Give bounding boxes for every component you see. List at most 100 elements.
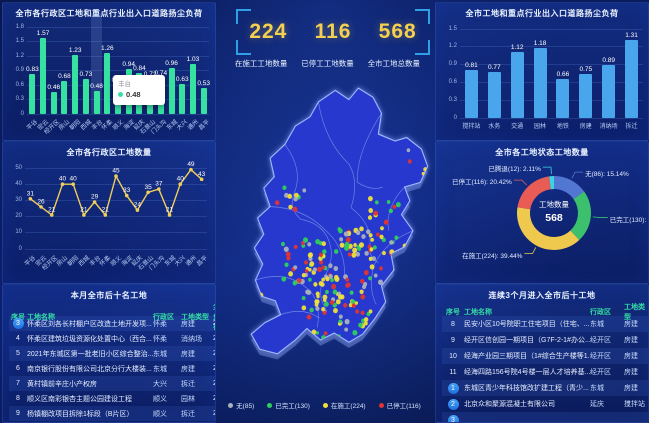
site-dot[interactable] (373, 273, 378, 278)
data-point-房山[interactable] (60, 182, 65, 186)
bar-朝阳[interactable] (72, 54, 79, 114)
site-dot[interactable] (318, 252, 323, 258)
table-row[interactable]: 9 经开区信创园一期项目（G7F-2-1#办公... 经开区 房建 (442, 332, 648, 348)
bar-搅拌站[interactable] (464, 69, 478, 118)
bar-西城[interactable] (82, 78, 89, 114)
site-dot[interactable] (374, 200, 379, 205)
table-row[interactable]: 8 顺义区南彩银杏主题公园建设工程 顺义 园林 2.36 (9, 391, 215, 406)
site-dot[interactable] (375, 232, 380, 237)
site-dot[interactable] (282, 185, 287, 190)
site-dot[interactable] (360, 278, 365, 284)
site-dot[interactable] (406, 148, 411, 153)
bar-大兴[interactable] (179, 83, 186, 114)
site-dot[interactable] (351, 252, 357, 258)
site-dot[interactable] (306, 314, 312, 320)
site-dot[interactable] (366, 229, 371, 235)
site-dot[interactable] (363, 270, 369, 276)
site-dot[interactable] (368, 208, 374, 214)
site-dot[interactable] (324, 301, 329, 307)
site-dot[interactable] (304, 269, 309, 273)
site-dot[interactable] (332, 289, 338, 295)
site-dot[interactable] (344, 327, 349, 332)
donut-slice-已停工(116)[interactable] (517, 176, 551, 210)
table-row[interactable]: 5 2021年东城区第一批老旧小区综合整治...东城 房建 2.39 (9, 346, 215, 361)
site-dot[interactable] (304, 260, 309, 265)
bar-消纳场[interactable] (602, 65, 616, 118)
site-dot[interactable] (315, 238, 321, 245)
site-dot[interactable] (338, 228, 343, 234)
site-dot[interactable] (361, 234, 366, 239)
site-dot[interactable] (293, 244, 298, 249)
site-dot[interactable] (302, 188, 307, 193)
site-dot[interactable] (353, 243, 357, 247)
site-dot[interactable] (301, 273, 306, 278)
data-point-经开区[interactable] (49, 213, 54, 217)
site-dot[interactable] (343, 303, 348, 308)
site-dot[interactable] (368, 276, 372, 281)
table-row[interactable]: 8 民安小区10号院职工住宅项目（住宅、... 东城 房建 (442, 316, 648, 332)
bar-地铁[interactable] (556, 78, 570, 118)
site-dot[interactable] (318, 259, 324, 265)
table-row[interactable]: 10 经海产业园三期项目（1#综合生产楼等1... 经开区 房建 (442, 348, 648, 364)
site-dot[interactable] (407, 159, 412, 164)
site-dot[interactable] (325, 276, 330, 282)
site-dot[interactable] (379, 266, 383, 271)
site-dot[interactable] (323, 331, 328, 336)
site-dot[interactable] (364, 321, 368, 326)
site-dot[interactable] (364, 250, 369, 256)
site-dot[interactable] (329, 300, 335, 305)
table-row[interactable]: 9 杨镇棚改项目拆除1标段（B片区） 顺义 拆迁 2.3 (9, 406, 215, 421)
site-dot[interactable] (379, 234, 384, 240)
site-dot[interactable] (281, 276, 287, 282)
site-dot[interactable] (363, 317, 369, 323)
site-dot[interactable] (288, 271, 294, 277)
site-dot[interactable] (317, 266, 322, 272)
district-count-line-chart[interactable]: 0 10 20 30 40 50 31 26 21 40 40 21 29 21 45 33 24 35 37 21 4… (15, 161, 208, 272)
site-dot[interactable] (392, 204, 397, 209)
site-dot[interactable] (301, 296, 306, 301)
site-dot[interactable] (383, 219, 389, 225)
monthly-bottom-ten-table[interactable]: 序号工地名称行政区工地类型尘负荷3怀柔区刘各长村棚户区改造土地开发项...怀柔房… (9, 302, 215, 422)
site-dot[interactable] (293, 265, 298, 270)
site-dot[interactable] (355, 309, 360, 314)
site-dot[interactable] (334, 346, 339, 350)
bar-拆迁[interactable] (625, 40, 639, 118)
site-dot[interactable] (328, 274, 333, 279)
site-dot[interactable] (355, 251, 361, 257)
site-dot[interactable] (333, 249, 339, 254)
site-dot[interactable] (388, 208, 393, 214)
site-dot[interactable] (352, 247, 358, 254)
bar-水务[interactable] (487, 72, 501, 118)
bar-经开区[interactable] (50, 91, 57, 114)
site-dot[interactable] (345, 237, 351, 243)
bar-通州[interactable] (189, 64, 196, 114)
site-dot[interactable] (317, 345, 323, 351)
site-dot[interactable] (355, 230, 361, 236)
site-dot[interactable] (325, 289, 329, 295)
site-dot[interactable] (292, 206, 298, 212)
site-dot[interactable] (318, 355, 322, 359)
site-dot[interactable] (382, 251, 386, 256)
site-dot[interactable] (369, 264, 375, 270)
site-dot[interactable] (286, 255, 291, 261)
site-dot[interactable] (358, 242, 365, 248)
site-dot[interactable] (345, 283, 350, 288)
site-dot[interactable] (309, 307, 314, 313)
site-dot[interactable] (377, 279, 384, 285)
site-dot[interactable] (370, 237, 374, 242)
site-dot[interactable] (395, 201, 401, 208)
site-dot[interactable] (316, 294, 320, 299)
site-dot[interactable] (395, 258, 401, 265)
site-dot[interactable] (339, 242, 345, 248)
site-dot[interactable] (417, 241, 422, 246)
data-point-石景山[interactable] (146, 190, 150, 195)
data-point-平谷[interactable] (28, 196, 33, 201)
site-dot[interactable] (333, 266, 339, 272)
site-dot[interactable] (344, 318, 350, 325)
data-point-怀柔[interactable] (103, 213, 108, 217)
table-row[interactable]: 6 南京银行股份有限公司北京分行大楼装...东城 房建 2.38 (9, 361, 215, 376)
site-dot[interactable] (339, 237, 344, 242)
map-legend-item[interactable]: 已完工(130) (267, 400, 310, 410)
site-dot[interactable] (386, 199, 391, 204)
data-point-东城[interactable] (167, 213, 172, 217)
